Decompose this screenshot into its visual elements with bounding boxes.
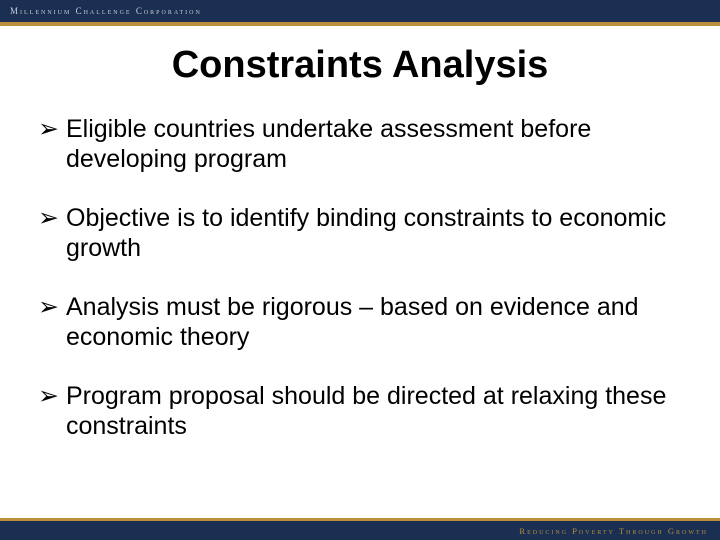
bullet-item: ➢ Program proposal should be directed at… (38, 382, 682, 441)
bullet-item: ➢ Objective is to identify binding const… (38, 204, 682, 263)
bullet-item: ➢ Eligible countries undertake assessmen… (38, 115, 682, 174)
arrow-icon: ➢ (38, 382, 59, 412)
bottom-bar: Reducing Poverty Through Growth (0, 518, 720, 540)
bullet-list: ➢ Eligible countries undertake assessmen… (38, 115, 682, 441)
slide-title: Constraints Analysis (38, 44, 682, 87)
slide-content: Constraints Analysis ➢ Eligible countrie… (0, 26, 720, 441)
bottom-bar-navy: Reducing Poverty Through Growth (0, 521, 720, 540)
arrow-icon: ➢ (38, 115, 59, 145)
top-bar-navy: Millennium Challenge Corporation (0, 0, 720, 22)
org-name: Millennium Challenge Corporation (10, 6, 202, 16)
arrow-icon: ➢ (38, 204, 59, 234)
top-bar-gold (0, 22, 720, 26)
bullet-item: ➢ Analysis must be rigorous – based on e… (38, 293, 682, 352)
top-bar: Millennium Challenge Corporation (0, 0, 720, 26)
arrow-icon: ➢ (38, 293, 59, 323)
bullet-text: Eligible countries undertake assessment … (66, 115, 591, 173)
footer-tagline: Reducing Poverty Through Growth (519, 526, 708, 536)
bullet-text: Analysis must be rigorous – based on evi… (66, 293, 639, 351)
bullet-text: Objective is to identify binding constra… (66, 204, 666, 262)
slide: Millennium Challenge Corporation Constra… (0, 0, 720, 540)
bullet-text: Program proposal should be directed at r… (66, 382, 666, 440)
